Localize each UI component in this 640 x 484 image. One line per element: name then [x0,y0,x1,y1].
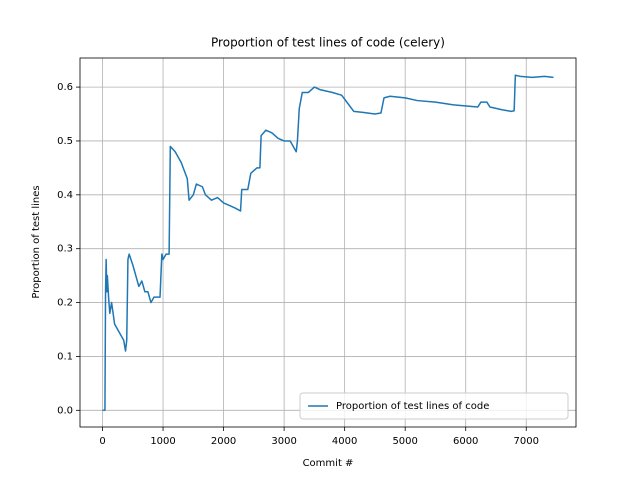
chart-title: Proportion of test lines of code (celery… [211,36,445,50]
x-tick-label: 4000 [332,436,357,447]
x-tick-label: 3000 [271,436,296,447]
x-tick-label: 0 [99,436,105,447]
legend-box [299,392,569,420]
y-tick-label: 0.2 [57,298,73,309]
x-tick-label: 7000 [514,436,539,447]
axes-frame [79,57,577,428]
y-tick-label: 0.5 [57,136,73,147]
y-tick-label: 0.3 [57,244,73,255]
y-axis-label: Proportion of test lines [31,185,42,298]
x-tick-label: 6000 [453,436,478,447]
legend-label: Proportion of test lines of code [336,401,489,412]
y-tick-label: 0.6 [57,82,73,93]
y-tick-label: 0.0 [57,405,73,416]
line-series [102,74,554,412]
y-tick-label: 0.4 [57,190,73,201]
x-axis-label: Commit # [303,458,354,469]
x-tick-label: 2000 [211,436,236,447]
x-tick-label: 5000 [392,436,417,447]
x-tick-label: 1000 [150,436,175,447]
y-tick-label: 0.1 [57,351,73,362]
